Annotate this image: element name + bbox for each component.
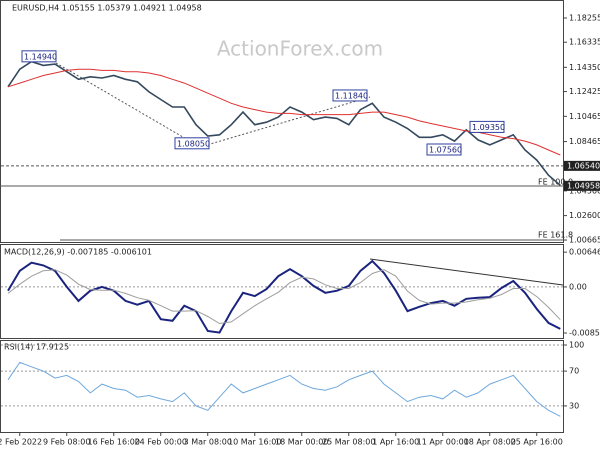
annotation-label: 1.14940 xyxy=(24,52,57,61)
macd-panel xyxy=(0,244,564,339)
x-tick-label: 2 Feb 2022 xyxy=(0,438,42,447)
x-tick-label: 9 Feb 08:00 xyxy=(43,438,90,447)
y-tick-label: 100 xyxy=(569,341,584,350)
x-tick-label: 1 Apr 16:00 xyxy=(372,438,419,447)
annotation-label: 1.09350 xyxy=(472,123,505,132)
annotation-box xyxy=(21,50,57,63)
series-line xyxy=(7,269,561,325)
x-tick-label: 16 Feb 16:00 xyxy=(88,438,140,447)
y-tick-label: 70 xyxy=(569,367,579,376)
chart-title: EURUSD,H4 1.05155 1.05379 1.04921 1.0495… xyxy=(12,4,202,13)
x-tick-label: 24 Feb 00:00 xyxy=(135,438,187,447)
price-panel xyxy=(0,0,564,243)
annotation-label: 1.08050 xyxy=(177,139,210,148)
y-tick-label: -0.008573 xyxy=(569,329,600,338)
annotation-box xyxy=(426,143,462,156)
y-tick-label: 0.006468 xyxy=(569,248,600,257)
x-tick-label: 18 Apr 08:00 xyxy=(464,438,516,447)
fe-label: FE 161.8 xyxy=(538,231,573,240)
annotation-box xyxy=(332,89,368,102)
annotation-label: 1.07560 xyxy=(429,145,462,154)
level-box xyxy=(564,160,600,171)
annotation-label: 1.11840 xyxy=(335,91,368,100)
y-tick-label: 1.16335 xyxy=(569,38,600,47)
macd-trend-line xyxy=(369,258,564,286)
annotation-box xyxy=(174,137,210,150)
x-tick-label: 18 Mar 00:00 xyxy=(275,438,328,447)
series-line xyxy=(7,259,561,334)
x-tick-label: 10 Mar 16:00 xyxy=(228,438,281,447)
trend-line xyxy=(199,96,371,148)
x-tick-label: 25 Apr 16:00 xyxy=(511,438,563,447)
annotation-box xyxy=(469,120,505,133)
series-line xyxy=(7,361,561,417)
watermark: ActionForex.com xyxy=(217,37,383,61)
level-box xyxy=(564,180,600,191)
y-tick-label: 1.18255 xyxy=(569,13,600,22)
y-tick-label: 1.04560 xyxy=(569,186,600,195)
series-line xyxy=(7,68,561,156)
y-tick-label: 1.14350 xyxy=(569,63,600,72)
y-tick-label: 0.00 xyxy=(569,282,587,291)
macd-title: MACD(12,26,9) -0.007185 -0.006101 xyxy=(4,248,152,257)
y-tick-label: 1.10465 xyxy=(569,112,600,121)
x-tick-label: 25 Mar 08:00 xyxy=(322,438,375,447)
y-tick-label: 1.08465 xyxy=(569,137,600,146)
y-tick-label: 1.12425 xyxy=(569,87,600,96)
level-label: 1.06540 xyxy=(567,161,600,170)
y-tick-label: 1.02600 xyxy=(569,211,600,220)
rsi-title: RSI(14) 17.9125 xyxy=(4,343,69,352)
level-label: 1.04958 xyxy=(567,181,600,190)
x-tick-label: 3 Mar 08:00 xyxy=(184,438,232,447)
x-tick-label: 11 Apr 00:00 xyxy=(417,438,469,447)
y-tick-label: 1.00665 xyxy=(569,236,600,245)
y-tick-label: 30 xyxy=(569,401,579,410)
rsi-panel xyxy=(0,340,564,433)
